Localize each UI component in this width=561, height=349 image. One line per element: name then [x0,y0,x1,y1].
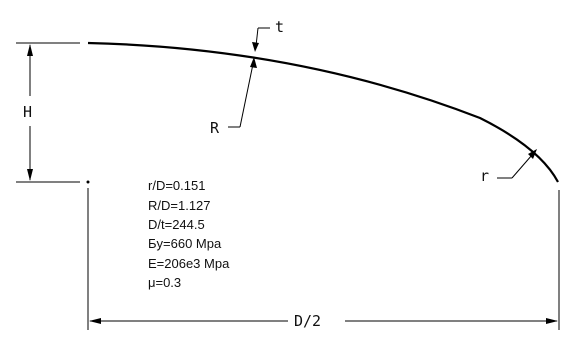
parameters-list: r/D=0.151 R/D=1.127 D/t=244.5 Бy=660 Mpa… [148,178,230,290]
param-yield-stress: Бy=660 Mpa [148,236,222,251]
param-elastic-modulus: E=206e3 Mpa [148,256,230,271]
d2-dimension-label: D/2 [294,312,321,330]
h-arrow-up [27,44,33,56]
param-poisson-ratio: μ=0.3 [148,275,181,290]
r-crown-leader-line [239,63,254,128]
r-knuckle-leader-line [511,154,533,179]
shell-start-point [86,180,90,184]
r-crown-radius-label: R [210,119,220,137]
h-dimension-label: H [23,103,32,121]
d2-arrow-right [546,318,558,324]
param-d-over-t: D/t=244.5 [148,217,205,232]
h-arrow-down [27,169,33,181]
d2-arrow-left [89,318,101,324]
t-leader-arrow [252,42,259,52]
r-crown-leader-arrow [250,57,257,68]
head-profile-curve [87,41,559,183]
param-R-over-d: R/D=1.127 [148,198,211,213]
param-r-over-d: r/D=0.151 [148,178,205,193]
t-thickness-label: t [275,18,284,36]
r-knuckle-radius-label: r [480,167,489,185]
r-knuckle-leader-arrow [528,149,537,159]
